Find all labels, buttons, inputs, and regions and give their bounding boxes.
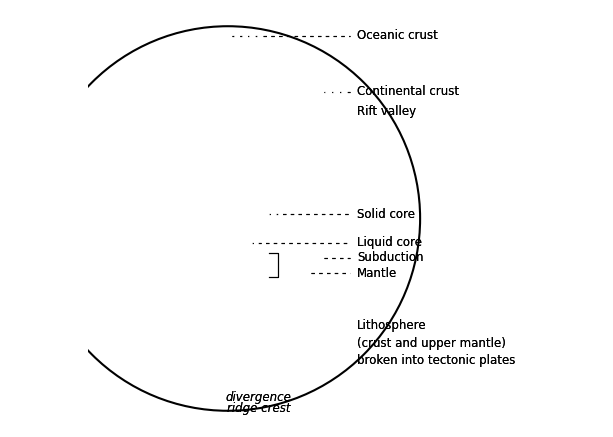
Text: Subduction: Subduction [357, 251, 423, 264]
Text: Rift valley: Rift valley [357, 105, 416, 118]
Wedge shape [228, 85, 410, 218]
Text: (crust and upper mantle): (crust and upper mantle) [357, 336, 506, 350]
Wedge shape [228, 84, 362, 353]
Circle shape [41, 32, 414, 405]
Text: Oceanic crust: Oceanic crust [357, 29, 438, 42]
Circle shape [149, 170, 202, 223]
Circle shape [158, 271, 210, 323]
Circle shape [184, 118, 228, 162]
Text: Rift valley: Rift valley [357, 105, 416, 118]
Text: divergence: divergence [226, 391, 291, 404]
Wedge shape [228, 32, 414, 405]
Circle shape [128, 210, 189, 271]
Text: Lithosphere: Lithosphere [357, 319, 427, 332]
Text: divergence: divergence [226, 391, 291, 404]
Wedge shape [228, 32, 414, 405]
Text: (crust and upper mantle): (crust and upper mantle) [357, 336, 506, 350]
Text: broken into tectonic plates: broken into tectonic plates [357, 354, 515, 367]
Wedge shape [228, 98, 404, 218]
Wedge shape [228, 55, 391, 382]
Circle shape [180, 232, 224, 275]
Text: Oceanic crust: Oceanic crust [357, 29, 438, 42]
Text: Subduction: Subduction [357, 251, 423, 264]
Polygon shape [41, 32, 228, 405]
Circle shape [39, 29, 417, 408]
Wedge shape [228, 203, 243, 234]
Wedge shape [228, 176, 270, 261]
Circle shape [36, 26, 420, 411]
PathPatch shape [36, 0, 525, 437]
Wedge shape [228, 32, 414, 405]
Text: Continental crust: Continental crust [357, 85, 459, 98]
Text: Continental crust: Continental crust [357, 85, 459, 98]
Text: ridge crest: ridge crest [227, 402, 290, 415]
Text: Mantle: Mantle [357, 267, 397, 280]
Text: Lithosphere: Lithosphere [357, 319, 427, 332]
Text: Solid core: Solid core [357, 208, 415, 221]
Text: Liquid core: Liquid core [357, 236, 422, 249]
Wedge shape [228, 113, 333, 324]
Text: ridge crest: ridge crest [227, 402, 290, 415]
Text: Mantle: Mantle [357, 267, 397, 280]
Circle shape [118, 262, 162, 306]
Text: Liquid core: Liquid core [357, 236, 422, 249]
Text: broken into tectonic plates: broken into tectonic plates [357, 354, 515, 367]
Wedge shape [228, 198, 249, 239]
Text: Solid core: Solid core [357, 208, 415, 221]
Circle shape [132, 157, 167, 192]
Circle shape [158, 131, 228, 201]
